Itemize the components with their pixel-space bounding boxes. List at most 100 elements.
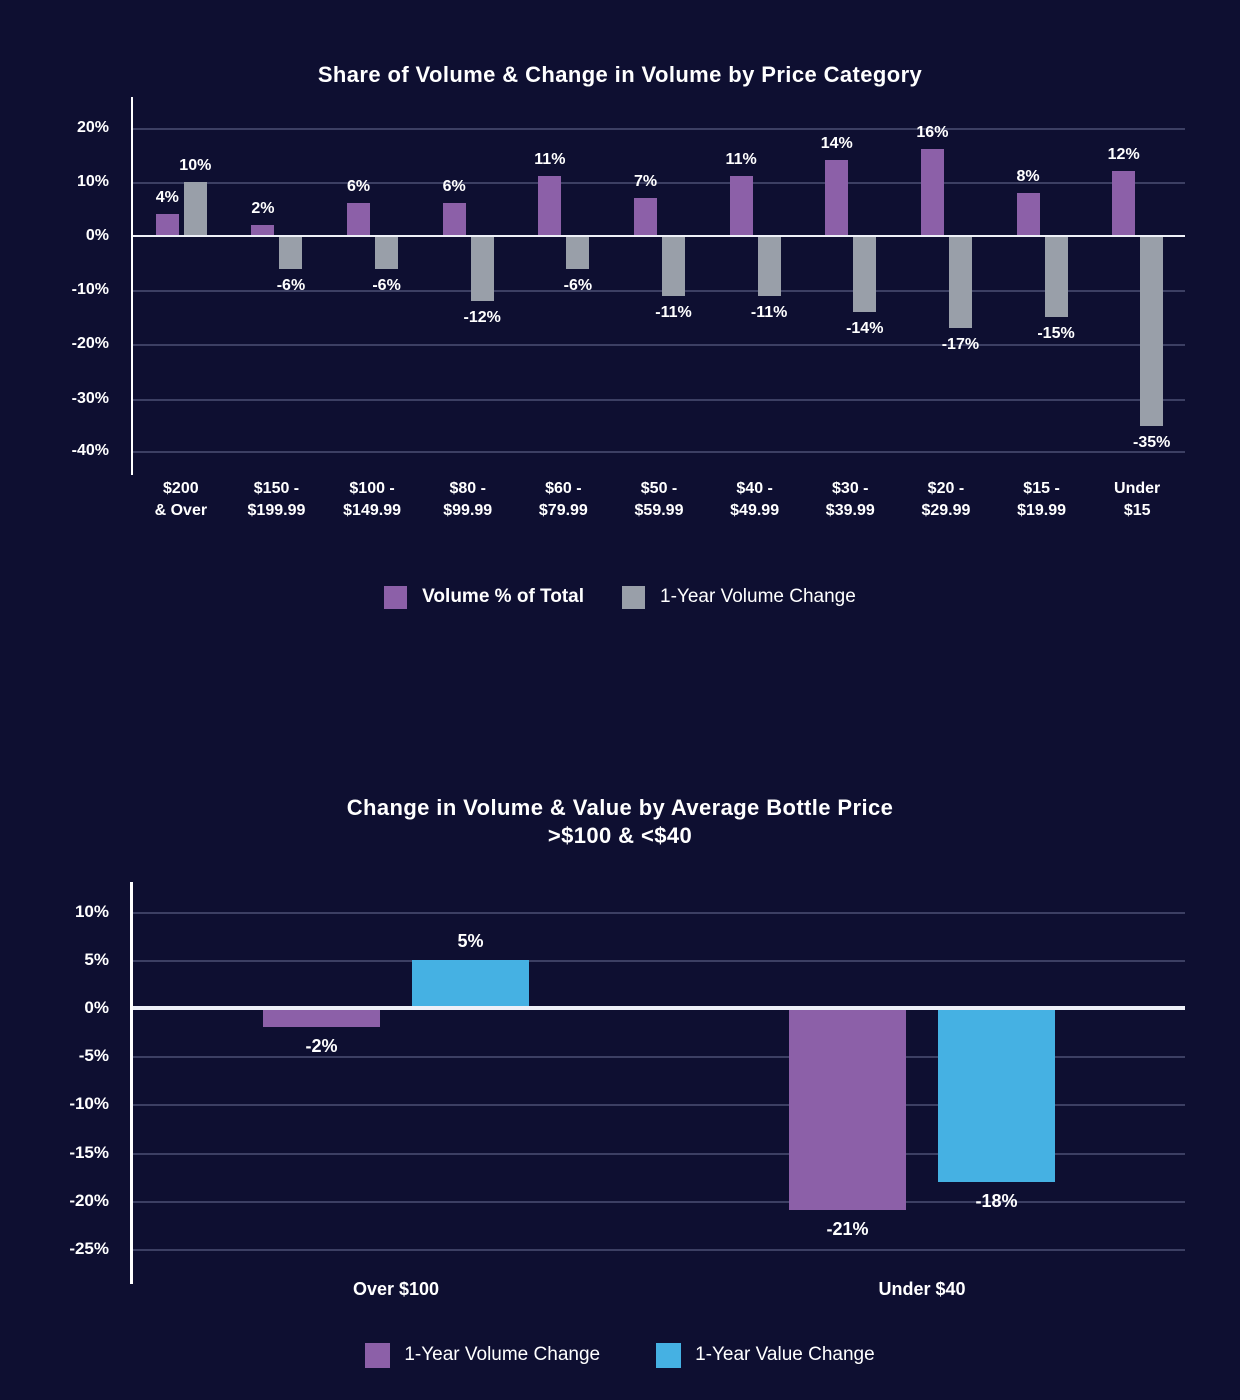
bar-value-label: 10% [179,156,212,174]
bar-value-label: -21% [826,1219,869,1240]
bar-1-year-volume-change-under-40 [789,1008,906,1211]
zero-baseline [133,235,1185,237]
legend-item-1-year-volume-change: 1-Year Volume Change [622,585,856,609]
chart2-title: Change in Volume & Value by Average Bott… [0,794,1240,850]
bar-volume-of-total-50-59-99 [634,198,657,236]
bar-1-year-volume-change-15-19-99 [1044,236,1068,318]
bar-1-year-volume-change-30-39-99 [853,236,877,312]
x-category-label: $200 & Over [154,480,208,519]
bar-value-label: -6% [276,276,306,294]
bar-value-label: -35% [1132,433,1171,451]
chart1-title: Share of Volume & Change in Volume by Pr… [317,62,923,88]
bar-value-label: 11% [534,151,566,169]
legend-label: 1-Year Volume Change [404,1344,601,1365]
y-tick-label: 20% [76,118,109,136]
gridline--20 [133,1200,1185,1203]
bar-volume-of-total-100-149-99 [347,203,371,236]
gridline--40 [133,451,1185,453]
gridline--20 [133,344,1185,347]
chart2-plot-area: 10% 5% 0% -5% -10% -15% -20% -25% -2% -21% 5% -18% O… [69,882,1185,1299]
bar-volume-of-total-80-99-99 [442,203,466,236]
bar-value-label: 14% [820,135,853,153]
chart2-title-line2: >$100 & <$40 [547,823,693,849]
legend-label: 1-Year Value Change [695,1344,875,1365]
legend-item-volume-of-total: Volume % of Total [384,585,585,609]
gridline--10 [133,290,1185,293]
y-axis-line [130,882,133,1284]
bar-value-label: -11% [655,303,692,321]
bar-value-label: 6% [347,178,371,196]
y-tick-label: -20% [69,1190,109,1210]
y-tick-label: -30% [71,389,109,407]
bar-1-year-volume-change-50-59-99 [662,236,685,296]
bar-volume-of-total-200-over [155,214,179,236]
bar-1-year-volume-change-80-99-99 [470,236,494,302]
bar-1-year-volume-change-40-49-99 [757,236,781,296]
gridline--5 [133,1056,1185,1059]
bar-1-year-value-change-over-100 [412,959,529,1008]
1-year-volume-change-swatch [365,1342,391,1368]
1-year-value-change-swatch [656,1342,682,1368]
legend-item-1-year-volume-change: 1-Year Volume Change [365,1342,601,1368]
x-category-label: Under $40 [878,1279,966,1299]
x-category-label: $60 - $79.99 [538,480,588,519]
bar-volume-of-total-40-49-99 [729,176,753,236]
bar-value-label: 6% [442,178,466,196]
bar-value-label: 7% [633,173,658,191]
bar-volume-of-total-15-19-99 [1016,192,1040,236]
x-category-label: $100 - $149.99 [343,480,401,519]
bar-value-label: 8% [1016,167,1040,185]
y-tick-label: 10% [74,901,109,921]
bar-value-label: -17% [941,336,980,354]
y-tick-label: -20% [71,335,109,353]
bar-1-year-volume-change-under-15 [1140,236,1164,426]
x-category-label: $40 - $49.99 [730,480,780,519]
gridline-10 [133,181,1185,184]
y-tick-label: -10% [69,1094,109,1114]
y-tick-label: 10% [76,172,109,190]
y-tick-label: -40% [71,442,109,459]
bar-value-label: 5% [457,930,484,951]
y-tick-label: 0% [85,227,109,244]
bar-value-label: -6% [563,276,593,294]
legend-label: Volume % of Total [422,586,585,607]
bar-1-year-volume-change-100-149-99 [375,236,399,269]
y-axis-line [131,97,133,475]
y-tick-label: -10% [71,281,109,299]
x-category-label: $50 - $59.99 [634,480,684,519]
bar-value-label: 2% [251,200,275,218]
bar-value-label: 11% [725,151,757,169]
bar-value-label: -6% [372,276,401,294]
legend-label: 1-Year Volume Change [660,586,856,607]
chart2-title-line1: Change in Volume & Value by Average Bott… [346,795,894,821]
gridline-10 [133,911,1185,914]
bar-value-label: -2% [305,1036,338,1057]
gridline--25 [133,1249,1185,1251]
zero-baseline [133,1006,1185,1010]
bar-value-label: 16% [916,124,949,142]
gridline-5 [133,959,1185,962]
bar-value-label: -18% [975,1190,1018,1211]
y-tick-label: -15% [69,1142,109,1162]
1-year-volume-change-swatch [622,585,646,609]
bar-1-year-volume-change-150-199-99 [279,236,303,269]
chart1-plot-area: 20% 10% 0% -10% -20% -30% -40% 4% 2% 6% 6% 11% 7% 11%… [72,97,1185,519]
bar-1-year-volume-change-over-100 [263,1008,380,1028]
x-category-label: Over $100 [352,1279,440,1299]
y-tick-label: 0% [84,998,109,1017]
bar-1-year-value-change-under-40 [938,1008,1055,1182]
gridline--10 [133,1104,1185,1107]
bar-value-label: -12% [463,309,501,327]
x-category-label: $20 - $29.99 [921,480,971,519]
y-tick-label: -25% [69,1239,109,1258]
gridline--15 [133,1152,1185,1155]
bar-1-year-volume-change-200-over [183,181,207,236]
chart1-legend: Volume % of Total 1-Year Volume Change [0,584,1240,610]
bar-volume-of-total-60-79-99 [538,176,562,236]
x-category-label: $150 - $199.99 [247,480,306,519]
bar-volume-of-total-30-39-99 [825,160,849,236]
bar-value-label: 4% [155,189,179,207]
bar-volume-of-total-20-29-99 [920,149,944,236]
bar-value-label: 12% [1107,145,1140,163]
